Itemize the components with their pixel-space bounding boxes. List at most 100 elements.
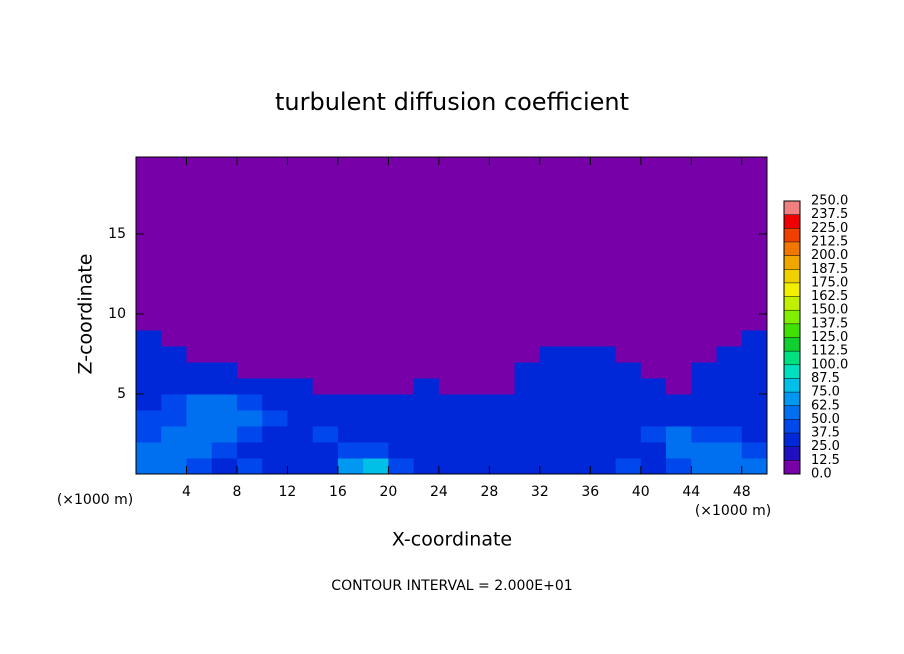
heatmap-cell bbox=[691, 441, 718, 459]
heatmap-cell bbox=[363, 457, 389, 475]
heatmap-cell bbox=[640, 329, 667, 347]
colorbar-label: 37.5 bbox=[811, 426, 840, 441]
heatmap-cell bbox=[691, 425, 718, 443]
heatmap-cell bbox=[514, 313, 541, 331]
heatmap-cell bbox=[413, 313, 440, 331]
y-axis-label: Z-coordinate bbox=[75, 254, 97, 375]
x-tick-label: 44 bbox=[682, 484, 700, 500]
colorbar-band bbox=[784, 378, 800, 393]
heatmap-cell bbox=[489, 377, 516, 395]
heatmap-cell bbox=[691, 393, 718, 411]
heatmap-cell bbox=[312, 393, 339, 411]
heatmap-cell bbox=[161, 441, 187, 459]
colorbar-band bbox=[784, 201, 800, 215]
heatmap-cell bbox=[514, 345, 541, 363]
heatmap-cell bbox=[615, 313, 642, 331]
colorbar-band bbox=[784, 419, 800, 434]
heatmap-cell bbox=[363, 329, 389, 347]
y-tick-label: 10 bbox=[108, 306, 126, 322]
heatmap-cell bbox=[161, 329, 187, 347]
heatmap-cell bbox=[716, 441, 743, 459]
heatmap-cell bbox=[186, 425, 213, 443]
heatmap-cell bbox=[565, 409, 591, 427]
heatmap-cell bbox=[337, 313, 364, 331]
heatmap-cell bbox=[186, 361, 213, 379]
heatmap-cell bbox=[363, 441, 389, 459]
heatmap-cell bbox=[211, 441, 238, 459]
heatmap-cell bbox=[489, 329, 516, 347]
heatmap-cell bbox=[388, 361, 415, 379]
heatmap-cell bbox=[489, 345, 516, 363]
heatmap-cell bbox=[413, 409, 440, 427]
heatmap-cell bbox=[438, 329, 465, 347]
heatmap-cell bbox=[262, 329, 288, 347]
heatmap-cell bbox=[640, 313, 667, 331]
heatmap-cell bbox=[312, 361, 339, 379]
plot-frame bbox=[135, 156, 768, 475]
colorbar-label: 87.5 bbox=[811, 371, 840, 386]
heatmap-cell bbox=[565, 377, 591, 395]
colorbar-label: 112.5 bbox=[811, 344, 848, 359]
heatmap-cell bbox=[615, 425, 642, 443]
heatmap-cell bbox=[514, 441, 541, 459]
heatmap-cell bbox=[363, 345, 389, 363]
heatmap-cell bbox=[136, 441, 162, 459]
heatmap-cell bbox=[514, 377, 541, 395]
heatmap-cell bbox=[236, 345, 263, 363]
colorbar-band bbox=[784, 282, 800, 297]
heatmap-cell bbox=[262, 425, 288, 443]
heatmap-cell bbox=[388, 393, 415, 411]
heatmap-cell bbox=[363, 393, 389, 411]
heatmap-cell bbox=[464, 345, 490, 363]
heatmap-cell bbox=[363, 361, 389, 379]
heatmap-cell bbox=[565, 441, 591, 459]
heatmap-cell bbox=[640, 345, 667, 363]
colorbar-band bbox=[784, 405, 800, 420]
heatmap-cell bbox=[388, 409, 415, 427]
heatmap-cell bbox=[464, 457, 490, 475]
colorbar-label: 125.0 bbox=[811, 330, 848, 345]
x-tick-label: 24 bbox=[430, 484, 448, 500]
heatmap-cell bbox=[236, 457, 263, 475]
heatmap-cell bbox=[388, 377, 415, 395]
colorbar-label: 100.0 bbox=[811, 357, 848, 372]
heatmap-cell bbox=[287, 441, 314, 459]
heatmap-cell bbox=[236, 329, 263, 347]
heatmap-cell bbox=[363, 409, 389, 427]
heatmap-cell bbox=[514, 457, 541, 475]
heatmap-cell bbox=[640, 441, 667, 459]
heatmap-cell bbox=[413, 425, 440, 443]
heatmap-cell bbox=[640, 393, 667, 411]
heatmap-cell bbox=[489, 425, 516, 443]
heatmap-cell bbox=[287, 329, 314, 347]
heatmap-cell bbox=[464, 313, 490, 331]
colorbar-band bbox=[784, 364, 800, 379]
heatmap-cell bbox=[590, 313, 617, 331]
heatmap-cell bbox=[136, 345, 162, 363]
colorbar-band bbox=[784, 214, 800, 229]
heatmap-cell bbox=[161, 457, 187, 475]
heatmap-cell bbox=[615, 345, 642, 363]
heatmap-cell bbox=[186, 457, 213, 475]
heatmap-cell bbox=[337, 441, 364, 459]
heatmap-cell bbox=[438, 345, 465, 363]
heatmap-cell bbox=[741, 425, 768, 443]
colorbar-band bbox=[784, 255, 800, 270]
heatmap-cell bbox=[388, 457, 415, 475]
heatmap-cell bbox=[287, 393, 314, 411]
heatmap-cell bbox=[438, 409, 465, 427]
colorbar-label: 75.0 bbox=[811, 385, 840, 400]
heatmap-cell bbox=[211, 361, 238, 379]
heatmap-cell bbox=[691, 409, 718, 427]
heatmap-cell bbox=[640, 377, 667, 395]
heatmap-cell bbox=[161, 345, 187, 363]
colorbar-band bbox=[784, 269, 800, 283]
heatmap-cell bbox=[388, 441, 415, 459]
colorbar-label: 137.5 bbox=[811, 316, 848, 331]
heatmap-cell bbox=[236, 393, 263, 411]
heatmap-cell bbox=[464, 393, 490, 411]
heatmap-cell bbox=[211, 393, 238, 411]
colorbar-label: 12.5 bbox=[811, 453, 840, 468]
colorbar-band bbox=[784, 296, 800, 311]
